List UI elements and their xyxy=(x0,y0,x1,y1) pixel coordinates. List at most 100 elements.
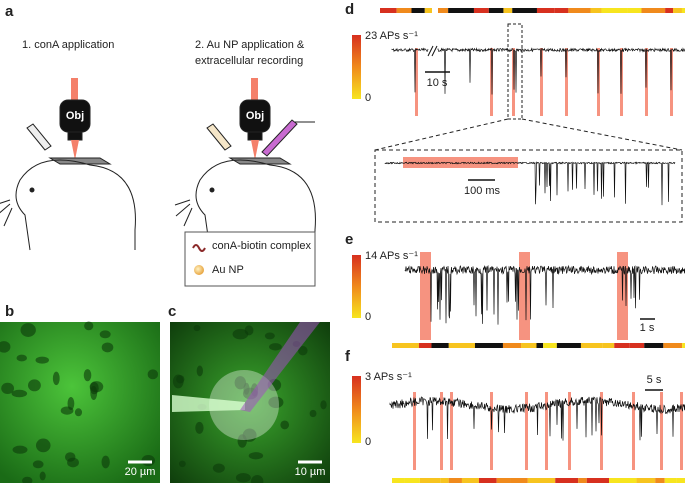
rate-bar xyxy=(536,8,555,13)
cell xyxy=(35,356,49,364)
panel-label: e xyxy=(345,231,353,248)
cell xyxy=(309,409,317,418)
rate-bar xyxy=(578,478,587,483)
rate-bar xyxy=(392,343,419,348)
stim-bar xyxy=(519,252,530,340)
stim-bar xyxy=(450,392,453,470)
cell xyxy=(0,341,11,353)
rate-bar xyxy=(404,478,420,483)
stim-bar xyxy=(413,392,416,470)
objective-label: Obj xyxy=(66,110,84,122)
rate-bar xyxy=(536,343,544,348)
rate-bar xyxy=(411,8,425,13)
zoom-lines xyxy=(374,118,683,151)
rate-bar xyxy=(474,343,503,348)
legend-text: conA-biotin complex xyxy=(212,240,312,252)
traces xyxy=(380,6,685,483)
stim-bar xyxy=(670,48,673,116)
step-text: 1. conA application xyxy=(22,39,114,51)
cell xyxy=(83,369,92,382)
rate-bar xyxy=(502,343,522,348)
rate-bar xyxy=(448,8,474,13)
rate-bar xyxy=(392,478,405,483)
rate-bar xyxy=(424,8,433,13)
rate-bar xyxy=(521,343,537,348)
cell xyxy=(248,452,264,460)
cell xyxy=(27,379,41,392)
stim-bar xyxy=(597,48,600,116)
rate-bar xyxy=(510,478,528,483)
rate-bar xyxy=(478,478,497,483)
cell xyxy=(67,457,79,468)
rate-bar xyxy=(681,8,685,13)
cell xyxy=(52,371,60,386)
cell xyxy=(84,321,94,331)
cell xyxy=(74,408,83,417)
cell xyxy=(280,420,290,430)
rate-bar xyxy=(644,343,664,348)
rate-bar xyxy=(655,478,665,483)
rate-bar xyxy=(512,8,537,13)
electrode xyxy=(240,322,320,412)
rate-bar xyxy=(580,343,603,348)
cell xyxy=(99,330,111,339)
cell xyxy=(90,386,98,400)
rate-bar xyxy=(636,478,656,483)
rate-bar xyxy=(503,8,513,13)
cell xyxy=(234,376,247,390)
cell xyxy=(1,382,15,394)
rate-bar xyxy=(380,8,397,13)
rate-bar xyxy=(527,478,556,483)
cell xyxy=(101,455,110,469)
cell xyxy=(147,369,159,380)
stim-bar xyxy=(620,48,623,116)
scale-label: 100 ms xyxy=(464,185,501,197)
colorbar-label: 14 APs s⁻¹ xyxy=(365,250,418,262)
cell xyxy=(101,342,114,353)
rate-bar xyxy=(496,478,511,483)
stim-bar xyxy=(632,392,635,470)
rate-bar xyxy=(396,8,412,13)
rate-bar xyxy=(590,8,602,13)
colorbar xyxy=(352,35,361,99)
legend-icon xyxy=(192,244,206,252)
gap xyxy=(432,6,438,15)
rate-bar xyxy=(676,478,685,483)
cell xyxy=(298,346,308,356)
inset-box xyxy=(374,149,683,223)
cell xyxy=(60,406,74,415)
step-text: 2. Au NP application & xyxy=(195,39,305,51)
legend-box xyxy=(184,231,316,287)
rate-bar xyxy=(473,8,489,13)
cell xyxy=(12,445,28,454)
cell xyxy=(39,471,46,481)
rate-bar xyxy=(556,343,581,348)
rate-bar xyxy=(663,343,683,348)
stim-bar xyxy=(545,392,548,470)
trace xyxy=(594,265,685,309)
trace xyxy=(391,47,429,93)
rate-bar xyxy=(627,8,642,13)
cell xyxy=(193,324,201,332)
rate-bar xyxy=(665,8,674,13)
cell xyxy=(195,421,204,434)
rate-bar xyxy=(440,478,449,483)
micrograph xyxy=(0,322,160,483)
rate-bar xyxy=(682,343,685,348)
rate-bar xyxy=(601,8,628,13)
rate-bar xyxy=(673,8,682,13)
pipette xyxy=(172,395,245,412)
cell xyxy=(251,475,264,483)
colorbar-label: 0 xyxy=(365,311,371,323)
legend-text: Au NP xyxy=(212,264,244,276)
panel-label: b xyxy=(5,303,14,320)
panel-label: a xyxy=(5,3,14,20)
rate-bar xyxy=(555,478,579,483)
stim-bar xyxy=(660,392,663,470)
panel-label: d xyxy=(345,1,354,18)
scale-label: 1 s xyxy=(640,322,655,334)
rate-bar xyxy=(432,8,449,13)
cells xyxy=(0,321,159,483)
cell xyxy=(264,332,275,340)
cell xyxy=(172,374,184,389)
